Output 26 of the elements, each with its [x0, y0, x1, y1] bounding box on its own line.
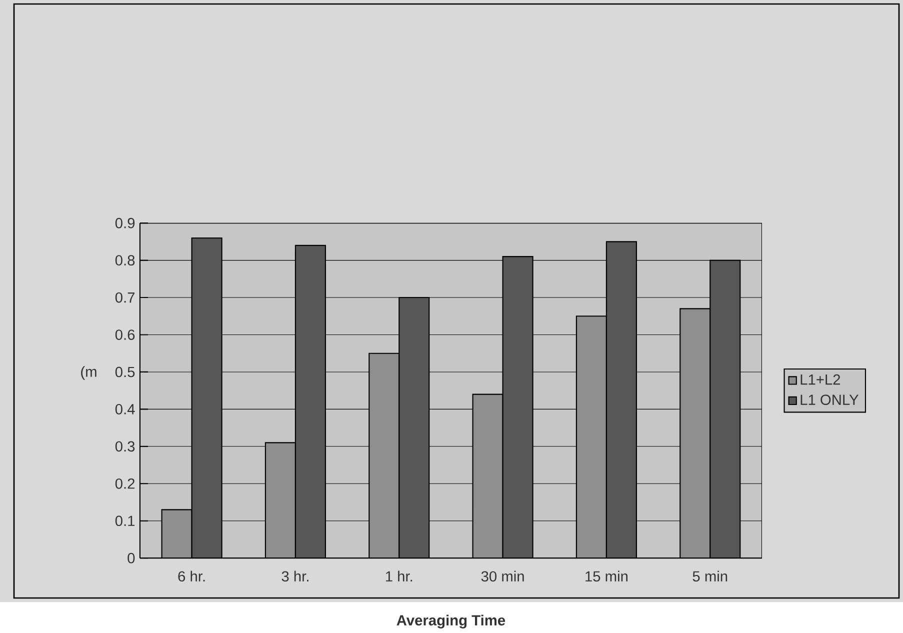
x-tick-label: 15 min [586, 570, 628, 582]
bar [502, 256, 533, 558]
bar [192, 238, 222, 558]
bar [399, 298, 430, 558]
y-tick-label: 0.1 [115, 516, 135, 526]
x-tick-label: 5 min [692, 570, 728, 582]
y-tick-label: 0.9 [115, 218, 135, 228]
x-tick-label: 3 hr. [282, 570, 308, 582]
x-tick-label: 30 min [481, 570, 524, 582]
y-tick-label: 0.7 [115, 292, 135, 303]
bar [295, 245, 326, 558]
y-tick-label: 0.2 [115, 478, 135, 489]
y-tick-label: 0 [128, 552, 135, 564]
y-tick-label: 0.3 [115, 441, 135, 452]
x-tick-label: 1 hr. [386, 570, 412, 582]
x-axis-title: Averaging Time [396, 614, 506, 629]
legend-label: L1+L2 [800, 374, 840, 385]
bar [606, 242, 636, 558]
bar [710, 260, 741, 558]
y-tick-label: 0.6 [115, 330, 135, 340]
y-tick-label: 0.4 [115, 404, 135, 414]
y-axis-title: (m [81, 366, 96, 380]
y-tick-label: 0.8 [115, 255, 135, 266]
legend-label: L1 ONLY [800, 394, 858, 406]
y-tick-label: 0.5 [115, 366, 135, 378]
x-tick-label: 6 hr. [178, 570, 205, 582]
